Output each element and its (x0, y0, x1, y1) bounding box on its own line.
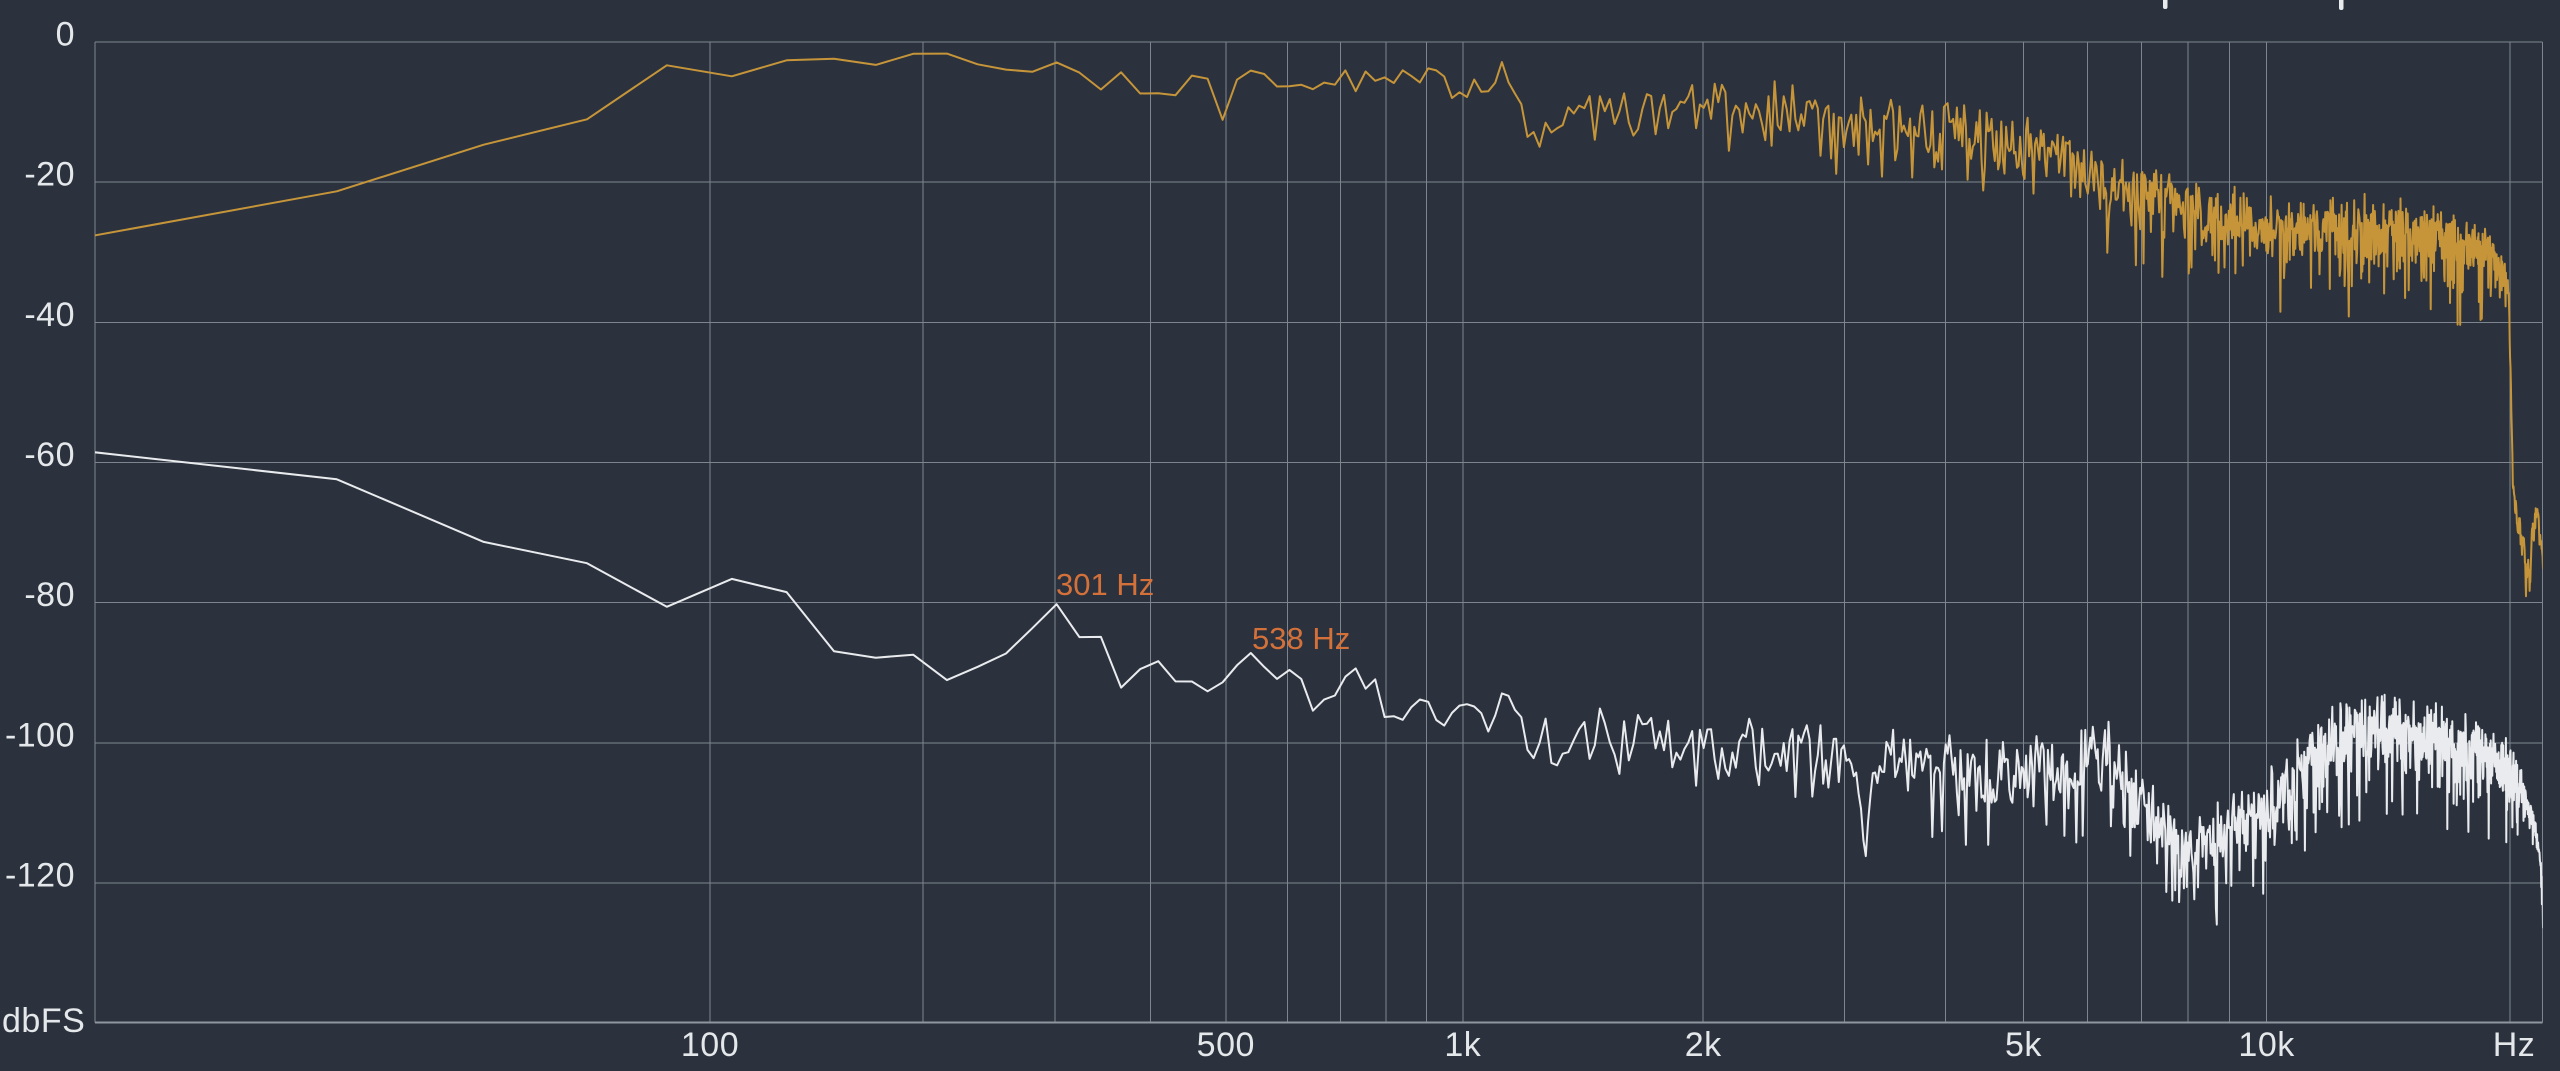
svg-text:1k: 1k (1444, 1026, 1481, 1064)
svg-text:Hz: Hz (2493, 1026, 2536, 1064)
svg-text:-60: -60 (24, 436, 75, 474)
svg-text:-40: -40 (24, 296, 75, 334)
svg-text:-120: -120 (5, 857, 75, 895)
svg-text:2k: 2k (1685, 1026, 1722, 1064)
svg-text:dbFS: dbFS (2, 1002, 85, 1040)
svg-text:100: 100 (681, 1026, 739, 1064)
svg-text:500: 500 (1197, 1026, 1255, 1064)
svg-text:301 Hz: 301 Hz (1056, 567, 1154, 602)
svg-text:-100: -100 (5, 716, 75, 754)
svg-text:-20: -20 (24, 156, 75, 194)
svg-text:10k: 10k (2238, 1026, 2295, 1064)
svg-text:5k: 5k (2005, 1026, 2042, 1064)
svg-text:0: 0 (56, 16, 75, 54)
svg-text:538 Hz: 538 Hz (1252, 621, 1350, 656)
svg-text:-80: -80 (24, 576, 75, 614)
